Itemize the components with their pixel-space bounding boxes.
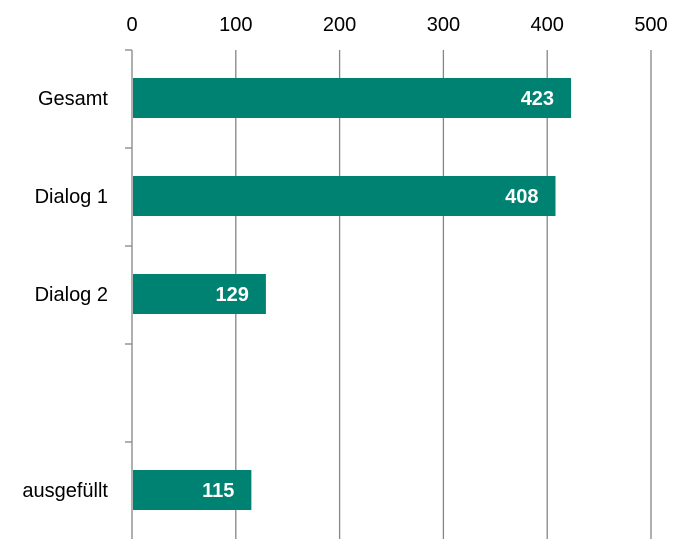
category-labels: Gesamt Dialog 1 Dialog 2 ausgefüllt xyxy=(22,88,108,502)
data-labels: 423 408 129 115 xyxy=(202,88,554,502)
x-tick-label: 400 xyxy=(531,14,564,36)
x-tick-labels: 0 100 200 300 400 500 xyxy=(126,14,667,36)
category-label: Gesamt xyxy=(38,88,108,110)
data-label: 408 xyxy=(505,186,538,208)
x-tick-label: 500 xyxy=(634,14,667,36)
category-label: Dialog 1 xyxy=(35,186,108,208)
category-axis xyxy=(125,49,133,539)
x-tick-label: 0 xyxy=(126,14,137,36)
bar xyxy=(133,78,572,118)
x-tick-label: 300 xyxy=(427,14,460,36)
data-label: 423 xyxy=(521,88,554,110)
data-label: 129 xyxy=(216,284,249,306)
category-label: ausgefüllt xyxy=(22,480,108,502)
grid-lines xyxy=(235,50,652,539)
category-label: Dialog 2 xyxy=(35,284,108,306)
x-tick-label: 200 xyxy=(323,14,356,36)
x-tick-label: 100 xyxy=(219,14,252,36)
bar xyxy=(133,274,266,314)
data-label: 115 xyxy=(202,480,234,502)
bars xyxy=(133,78,572,510)
bar xyxy=(133,176,556,216)
bar xyxy=(133,470,252,510)
